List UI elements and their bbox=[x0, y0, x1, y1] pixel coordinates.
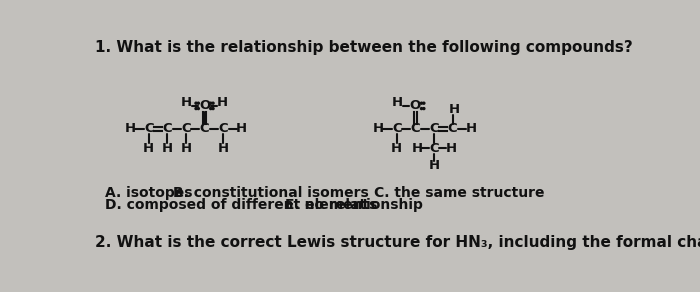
Text: E. no relationship: E. no relationship bbox=[285, 198, 423, 212]
Circle shape bbox=[212, 107, 214, 110]
Text: H: H bbox=[412, 142, 422, 155]
Text: 1. What is the relationship between the following compounds?: 1. What is the relationship between the … bbox=[95, 40, 633, 55]
Text: C: C bbox=[199, 122, 209, 135]
Text: B. constitutional isomers: B. constitutional isomers bbox=[173, 186, 368, 200]
Text: H: H bbox=[181, 142, 192, 155]
Text: H: H bbox=[236, 122, 247, 135]
Text: H: H bbox=[391, 142, 402, 155]
Text: C: C bbox=[181, 122, 190, 135]
Text: D. composed of different elements: D. composed of different elements bbox=[104, 198, 377, 212]
Text: H: H bbox=[217, 96, 228, 109]
Text: H: H bbox=[372, 122, 384, 135]
Text: H: H bbox=[449, 103, 460, 116]
Text: C: C bbox=[410, 122, 420, 135]
Text: C: C bbox=[448, 122, 457, 135]
Circle shape bbox=[421, 107, 423, 110]
Circle shape bbox=[197, 102, 199, 104]
Text: H: H bbox=[218, 142, 229, 155]
Circle shape bbox=[423, 107, 425, 110]
Text: C. the same structure: C. the same structure bbox=[374, 186, 545, 200]
Text: 2. What is the correct Lewis structure for HN₃, including the formal charges?: 2. What is the correct Lewis structure f… bbox=[95, 235, 700, 250]
Text: C: C bbox=[162, 122, 172, 135]
Text: H: H bbox=[144, 142, 154, 155]
Text: H: H bbox=[445, 142, 456, 155]
Circle shape bbox=[421, 102, 423, 104]
Text: H: H bbox=[125, 122, 136, 135]
Circle shape bbox=[195, 107, 197, 110]
Text: H: H bbox=[181, 96, 193, 109]
Text: H: H bbox=[428, 159, 440, 173]
Text: C: C bbox=[429, 122, 439, 135]
Text: C: C bbox=[392, 122, 402, 135]
Text: H: H bbox=[466, 122, 477, 135]
Text: C: C bbox=[429, 142, 439, 155]
Circle shape bbox=[210, 107, 211, 110]
Text: O: O bbox=[199, 99, 210, 112]
Text: O: O bbox=[410, 99, 421, 112]
Circle shape bbox=[210, 102, 211, 104]
Circle shape bbox=[197, 107, 199, 110]
Text: A. isotopes: A. isotopes bbox=[104, 186, 192, 200]
Circle shape bbox=[212, 102, 214, 104]
Text: C: C bbox=[218, 122, 228, 135]
Text: H: H bbox=[162, 142, 173, 155]
Text: H: H bbox=[392, 96, 403, 109]
Circle shape bbox=[195, 102, 197, 104]
Circle shape bbox=[423, 102, 425, 104]
Text: C: C bbox=[144, 122, 153, 135]
